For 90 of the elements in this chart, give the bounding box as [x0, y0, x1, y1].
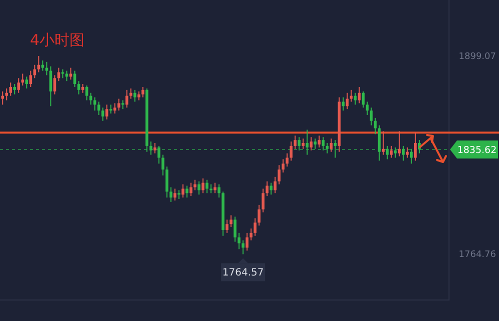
candlestick — [314, 138, 317, 150]
candlestick — [230, 214, 232, 228]
y-tick-label: 1899.07 — [458, 52, 496, 62]
candlestick — [390, 145, 393, 158]
candlestick — [242, 240, 244, 255]
candlestick — [65, 70, 68, 82]
candlestick — [37, 56, 40, 73]
y-tick-label: 1764.76 — [458, 250, 496, 260]
candlestick — [366, 101, 369, 116]
candlestick — [21, 73, 24, 86]
candlestick — [406, 146, 409, 158]
candlestick — [318, 135, 321, 148]
text: 4小时图 — [30, 31, 85, 49]
candlestick — [410, 148, 413, 164]
candlestick — [1, 90, 4, 106]
candlestick — [206, 179, 208, 194]
candlestick — [182, 184, 184, 198]
candlestick — [322, 136, 325, 151]
candlestick — [382, 130, 385, 156]
candlestick — [394, 146, 397, 158]
candlestick — [246, 232, 248, 252]
candlestick — [13, 84, 16, 95]
candlestick — [25, 76, 28, 89]
candlestick — [290, 141, 293, 162]
candlestick — [350, 89, 353, 102]
candlestick — [5, 88, 8, 101]
candlestick — [214, 182, 216, 194]
candlestick — [238, 232, 240, 250]
candlestick — [29, 70, 32, 88]
candlestick — [402, 145, 405, 162]
candlestick — [149, 141, 152, 156]
candlestick — [129, 88, 132, 100]
candlestick — [302, 138, 305, 150]
candlestick — [274, 176, 277, 194]
candlestick — [306, 129, 309, 156]
candlestick — [93, 96, 96, 112]
candlestick — [414, 132, 417, 162]
candlestick — [77, 80, 80, 95]
candlestick — [133, 89, 136, 102]
candlestick — [330, 138, 333, 152]
candlestick — [57, 67, 60, 82]
candlestick — [258, 204, 260, 226]
candlestick — [45, 61, 48, 76]
candlestick — [69, 67, 72, 80]
candlestick — [342, 96, 345, 112]
candlestick — [326, 142, 329, 154]
candlestick — [101, 107, 104, 122]
candlestick — [117, 98, 120, 112]
candlestick — [266, 180, 269, 197]
candlestick — [85, 85, 88, 101]
candlestick — [105, 104, 108, 120]
candlestick — [282, 158, 285, 173]
candlestick — [250, 228, 252, 241]
candlestick — [270, 182, 273, 196]
candlestick — [153, 142, 156, 154]
candlestick — [254, 218, 256, 236]
candlestick — [170, 186, 172, 202]
candlestick — [9, 82, 12, 96]
candlestick — [398, 130, 401, 157]
candlestick — [234, 216, 236, 242]
candlestick — [374, 117, 377, 135]
ref-line-label: 1835.62 — [457, 144, 497, 156]
candlestick — [198, 180, 200, 196]
candlestick — [162, 154, 164, 176]
candlestick — [286, 152, 289, 168]
candlestick — [310, 136, 313, 151]
candlestick — [158, 145, 160, 164]
candlestick — [186, 185, 188, 198]
candlestick — [226, 219, 228, 234]
candlestick — [73, 70, 76, 88]
candlestick — [17, 78, 20, 94]
candlestick — [194, 179, 196, 191]
candlestick — [278, 164, 281, 185]
candlestick — [202, 178, 204, 194]
candlestick — [386, 145, 389, 160]
candlestick — [174, 188, 176, 201]
candlestick — [218, 184, 220, 198]
candlestick — [334, 140, 337, 158]
candlestick — [298, 136, 301, 151]
candlestick — [113, 102, 116, 114]
candlestick — [41, 60, 44, 72]
candlestick — [97, 101, 100, 116]
candlestick — [190, 182, 192, 197]
candlestick — [53, 74, 56, 95]
candlestick — [166, 166, 168, 198]
candlestick — [141, 86, 144, 98]
candlestick — [370, 107, 373, 126]
annotation: 1764.57 — [222, 268, 264, 279]
candlestick — [262, 188, 264, 213]
candlestick — [294, 135, 297, 150]
